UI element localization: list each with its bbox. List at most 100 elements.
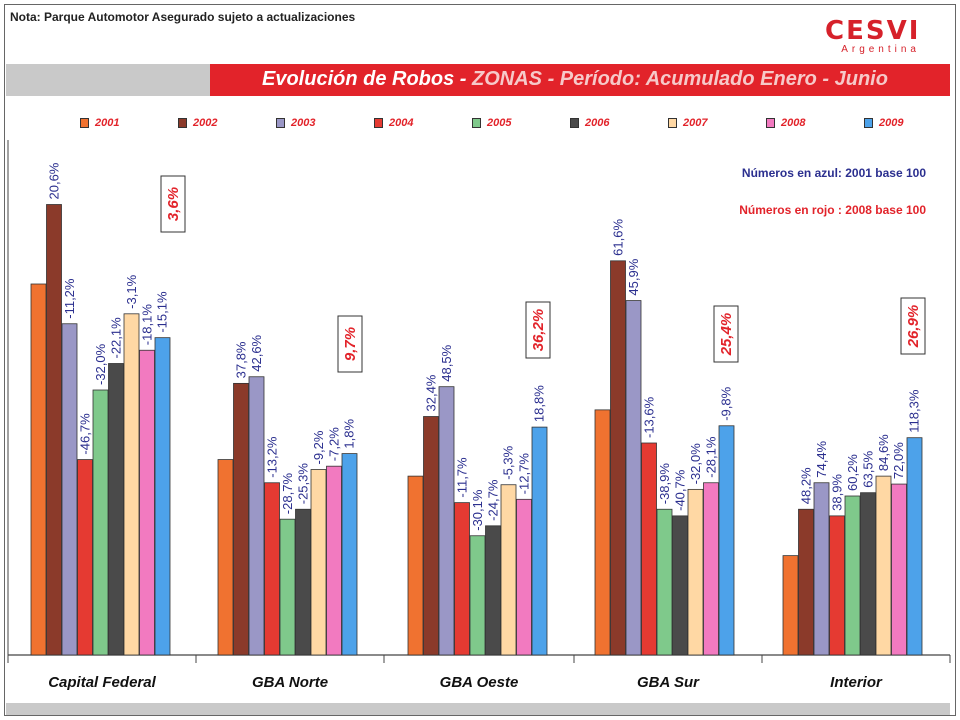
data-label: 48,5% [439,344,454,381]
bar-2002-2 [423,416,439,656]
growth-box [160,175,186,233]
legend-item-2008: 2008 [766,117,805,129]
data-label: -22,1% [108,317,123,359]
bar-2007-1 [310,469,327,656]
info-red-note: Números en rojo : 2008 base 100 [739,203,926,217]
category-label: Capital Federal [48,674,156,691]
bar-2006-2 [485,525,501,656]
bar-2002-3 [610,260,626,656]
legend-label-2007: 2007 [683,117,708,129]
legend-swatch-2006 [570,118,579,128]
bar-2003-3 [625,300,642,656]
bar-2004-2 [454,502,470,656]
data-label: 74,4% [814,440,829,477]
bar-2006-0 [108,363,124,656]
data-label: -9,2% [311,430,326,464]
growth-label: 26,9% [905,305,922,349]
note-text: Nota: Parque Automotor Asegurado sujeto … [10,10,356,24]
bar-2006-1 [295,508,311,656]
title-bar-red [210,64,950,96]
bar-2005-3 [656,508,673,656]
data-label: 45,9% [626,258,641,295]
title-bar-gray [6,64,216,96]
bar-2004-3 [641,442,657,656]
bar-2001-4 [782,555,799,656]
bar-2008-2 [516,498,532,656]
bar-2009-2 [531,426,548,656]
data-label: -12,7% [516,453,531,495]
data-label: 61,6% [610,219,625,256]
bar-2009-1 [341,453,358,656]
bar-2007-0 [123,313,140,656]
bar-2005-4 [844,495,861,656]
data-label: 1,8% [342,419,357,449]
bar-2001-1 [217,459,234,656]
legend-item-2002: 2002 [178,117,217,129]
bar-2003-2 [438,386,455,656]
bar-2004-0 [77,459,93,656]
bar-2007-2 [500,484,517,656]
bar-2008-3 [703,482,719,656]
data-label: -46,7% [77,413,92,455]
bar-2006-4 [860,492,876,656]
legend-item-2005: 2005 [472,117,511,129]
legend-swatch-2008 [766,118,775,128]
legend-label-2004: 2004 [389,117,414,129]
growth-box [525,301,551,359]
legend-item-2004: 2004 [374,117,413,129]
bar-2005-0 [92,389,109,656]
growth-label: 25,4% [718,313,735,357]
category-label: GBA Sur [637,674,700,691]
legend-label-2002: 2002 [193,117,218,129]
data-label: 38,9% [829,474,844,511]
legend-item-2003: 2003 [276,117,315,129]
bar-2003-1 [248,376,265,656]
bar-2001-2 [407,475,424,656]
data-label: -7,2% [326,427,341,461]
data-label: -11,7% [454,457,469,498]
bar-2004-4 [829,515,845,656]
legend-item-2001: 2001 [80,117,119,129]
legend-item-2009: 2009 [864,117,903,129]
data-label: 84,6% [876,434,891,471]
legend-swatch-2007 [668,118,677,128]
category-label: GBA Oeste [440,674,519,691]
logo-subtitle: Argentina [841,44,920,55]
data-label: 32,4% [423,374,438,411]
bar-2008-4 [891,483,907,656]
footer-band [6,703,950,715]
legend-label-2003: 2003 [291,117,316,129]
legend-label-2001: 2001 [95,117,120,129]
growth-box [713,305,739,363]
bar-2004-1 [264,482,280,656]
chart-title: Evolución de Robos - ZONAS - Período: Ac… [262,68,888,91]
data-label: -38,9% [657,463,672,505]
growth-box [337,315,363,373]
chart-legend: 2001 2002 2003 2004 2005 2006 2007 2008 2009 [80,117,940,133]
chart-title-part2: ZONAS - Período: Acumulado Enero - Junio [472,68,888,90]
bar-2001-3 [594,409,611,656]
data-label: -30,1% [470,489,485,531]
bar-2009-0 [154,337,171,656]
data-label: -40,7% [672,469,687,511]
data-label: -13,6% [641,396,656,438]
data-label: -3,1% [124,274,139,308]
info-blue-note: Números en azul: 2001 base 100 [741,166,926,180]
cesvi-logo: CESVI Argentina [825,18,920,55]
bar-2008-1 [326,465,342,656]
bar-2009-4 [906,437,923,656]
bar-2007-3 [687,488,704,656]
legend-label-2006: 2006 [585,117,610,129]
bar-2002-0 [46,204,62,656]
data-label: 37,8% [233,341,248,378]
growth-box [900,297,926,355]
growth-label: 9,7% [342,327,359,361]
legend-label-2009: 2009 [879,117,904,129]
data-label: 18,8% [532,385,547,422]
chart-title-part1: Evolución de Robos - [262,68,473,90]
data-label: -9,8% [719,386,734,420]
legend-swatch-2001 [80,118,89,128]
data-label: 20,6% [46,162,61,199]
data-label: -32,0% [93,343,108,385]
